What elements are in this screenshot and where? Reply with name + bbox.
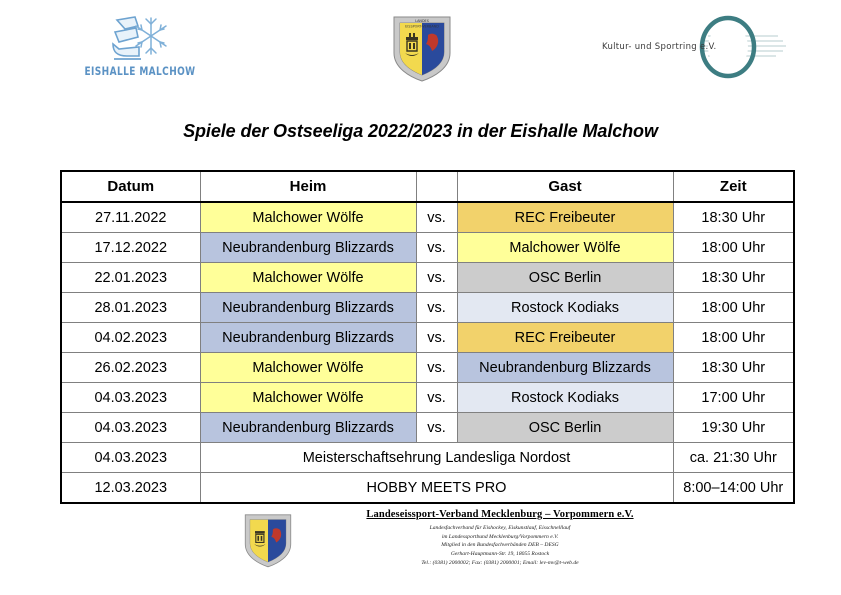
schedule-table: Datum Heim Gast Zeit 27.11.2022 Malchower… [60,170,795,504]
cell-gast: Rostock Kodiaks [456,382,674,413]
footer-organization-title: Landeseissport-Verband Mecklenburg – Vor… [366,509,634,520]
teal-ring-icon [699,15,786,79]
cell-gast: Malchower Wölfe [456,232,674,263]
cell-datum: 04.03.2023 [60,382,201,413]
cell-datum: 04.03.2023 [60,412,201,443]
table-row: 04.03.2023 Neubrandenburg Blizzards vs. OSC… [60,412,795,443]
cell-versus: vs. [415,412,458,443]
cell-datum: 22.01.2023 [60,262,201,293]
footer-detail-lines: Landesfachverband für Eishockey, Eiskuns… [330,524,670,567]
footer-line: Gerhart-Hauptmann-Str. 19, 18055 Rostock [450,550,550,557]
ice-skate-snowflake-icon [112,16,167,60]
table-header-row: Datum Heim Gast Zeit [60,170,795,203]
cell-heim: Neubrandenburg Blizzards [199,322,417,353]
table-row: 04.02.2023 Neubrandenburg Blizzards vs. REC… [60,322,795,353]
cell-gast: REC Freibeuter [456,201,674,233]
cell-datum: 04.02.2023 [60,322,201,353]
cell-gast: OSC Berlin [456,262,674,293]
header-logo-bar: EISHALLE MALCHOW LANDES EISSPORT-VERBAND [0,0,841,95]
table-row: 26.02.2023 Malchower Wölfe vs. Neubrandenbu… [60,352,795,383]
footer-text-block: Landeseissport-Verband Mecklenburg – Vor… [330,509,670,567]
cell-heim: Malchower Wölfe [199,262,417,293]
cell-datum: 04.03.2023 [60,442,201,473]
cell-heim: Neubrandenburg Blizzards [199,412,417,443]
table-row: 04.03.2023 Meisterschaftsehrung Landeslig… [60,442,795,473]
cell-zeit: 18:30 Uhr [672,262,795,293]
page-title: Spiele der Ostseeliga 2022/2023 in der E… [183,121,658,141]
cell-versus: vs. [415,201,458,233]
table-row: 27.11.2022 Malchower Wölfe vs. REC Freibeut… [60,201,795,233]
cell-datum: 12.03.2023 [60,472,201,504]
column-header-gast: Gast [456,170,674,203]
cell-zeit: 19:30 Uhr [672,412,795,443]
column-header-spacer [415,170,458,203]
footer-line: Mitglied in den Bundesfachverbänden DEB … [441,542,559,549]
table-row: 28.01.2023 Neubrandenburg Blizzards vs. Ros… [60,292,795,323]
schedule-table-container: Datum Heim Gast Zeit 27.11.2022 Malchower… [60,170,795,504]
footer-line: Landesfachverband für Eishockey, Eiskuns… [429,525,571,531]
cell-versus: vs. [415,352,458,383]
cell-zeit: 18:30 Uhr [672,201,795,233]
kultur-und-sportring-wordmark: Kultur- und Sportring e.V. [602,42,717,52]
cell-heim: Malchower Wölfe [199,352,417,383]
cell-versus: vs. [415,382,458,413]
column-header-zeit: Zeit [672,170,795,203]
cell-zeit: 18:00 Uhr [672,232,795,263]
cell-zeit: 8:00–14:00 Uhr [672,472,795,504]
cell-datum: 17.12.2022 [60,232,201,263]
table-row: 04.03.2023 Malchower Wölfe vs. Rostock Kodi… [60,382,795,413]
cell-gast: OSC Berlin [456,412,674,443]
cell-heim: Malchower Wölfe [199,382,417,413]
cell-datum: 26.02.2023 [60,352,201,383]
cell-versus: vs. [415,292,458,323]
cell-heim: Malchower Wölfe [199,201,417,233]
kultur-und-sportring-logo: Kultur- und Sportring e.V. [600,14,790,80]
footer: Landeseissport-Verband Mecklenburg – Vor… [0,505,841,595]
svg-text:LANDES: LANDES [415,19,429,23]
cell-zeit: 18:00 Uhr [672,322,795,353]
table-row: 12.03.2023 HOBBY MEETS PRO 8:00–14:00 Uhr [60,472,795,504]
cell-event: HOBBY MEETS PRO [199,472,674,504]
cell-datum: 28.01.2023 [60,292,201,323]
heraldic-shield-crest-icon [244,514,292,568]
cell-datum: 27.11.2022 [60,201,201,233]
footer-line: Tel.: (0381) 2000002; Fax: (0381) 200000… [421,559,579,566]
column-header-datum: Datum [60,170,201,203]
heraldic-shield-crest-icon: LANDES EISSPORT-VERBAND [393,16,451,82]
eishalle-malchow-wordmark: EISHALLE MALCHOW [84,66,196,79]
cell-event: Meisterschaftsehrung Landesliga Nordost [199,442,674,473]
footer-line: im Landessportbund Mecklenburg/Vorpommer… [441,533,559,540]
cell-gast: Rostock Kodiaks [456,292,674,323]
column-header-heim: Heim [199,170,417,203]
cell-zeit: 18:00 Uhr [672,292,795,323]
cell-versus: vs. [415,262,458,293]
eishalle-malchow-logo: EISHALLE MALCHOW [80,12,200,79]
cell-zeit: ca. 21:30 Uhr [672,442,795,473]
cell-heim: Neubrandenburg Blizzards [199,232,417,263]
cell-gast: Neubrandenburg Blizzards [456,352,674,383]
table-row: 22.01.2023 Malchower Wölfe vs. OSC Berlin 18… [60,262,795,293]
cell-zeit: 18:30 Uhr [672,352,795,383]
cell-versus: vs. [415,322,458,353]
cell-heim: Neubrandenburg Blizzards [199,292,417,323]
cell-versus: vs. [415,232,458,263]
table-row: 17.12.2022 Neubrandenburg Blizzards vs. Mal… [60,232,795,263]
cell-gast: REC Freibeuter [456,322,674,353]
cell-zeit: 17:00 Uhr [672,382,795,413]
svg-text:EISSPORT-VERBAND: EISSPORT-VERBAND [405,25,439,29]
